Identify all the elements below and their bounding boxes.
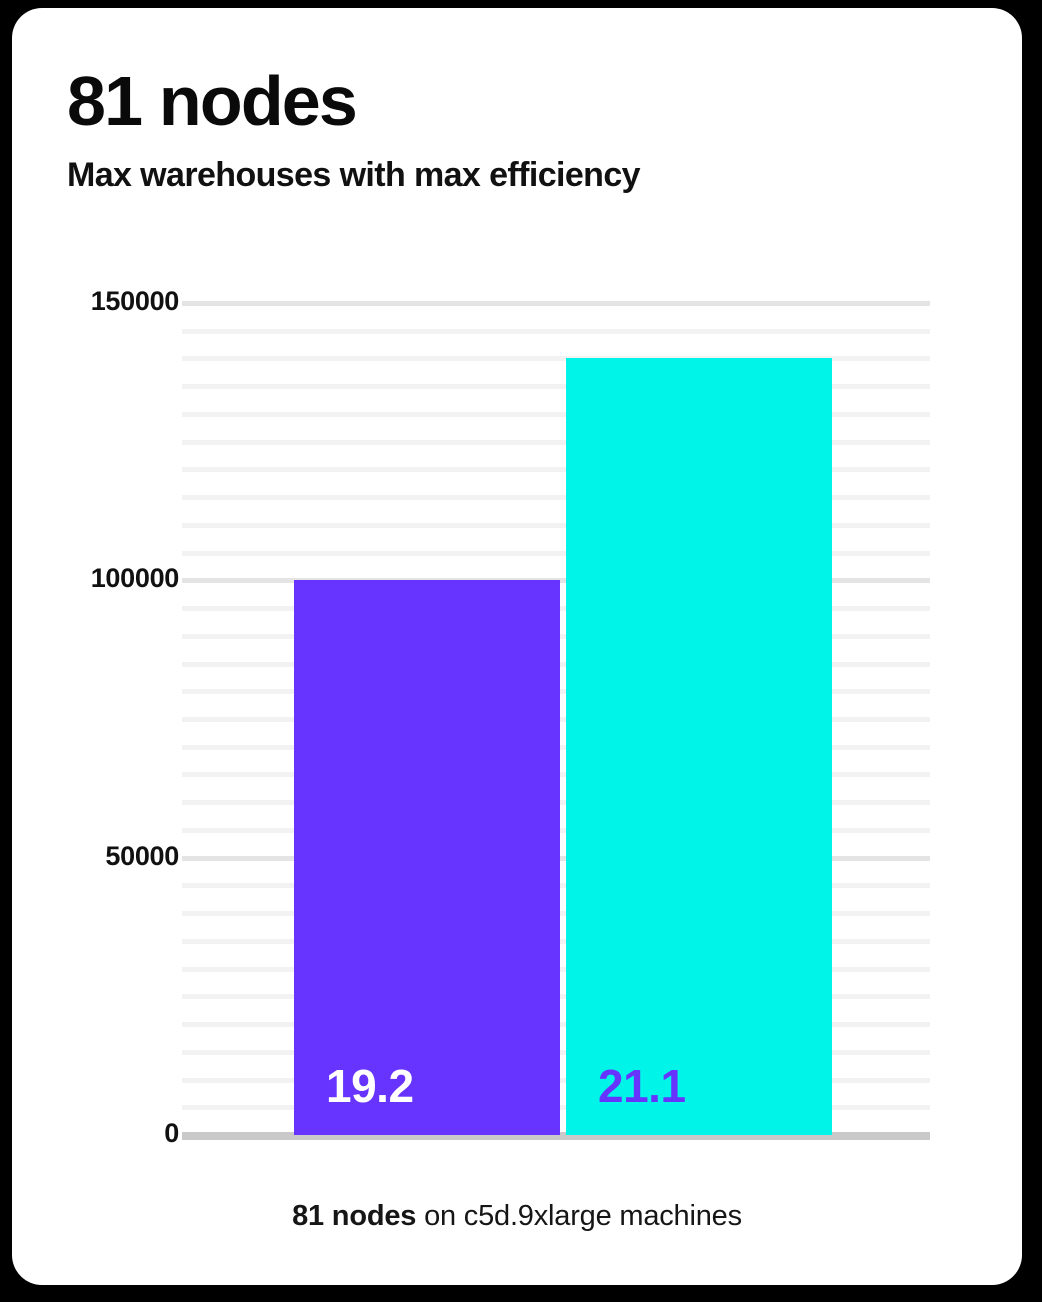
chart-card: 81 nodes Max warehouses with max efficie… <box>12 8 1022 1285</box>
caption-bold-text: 81 nodes <box>292 1200 417 1232</box>
gridline <box>182 439 930 445</box>
bar-chart-plot: 0 50000 100000 150000 19.2 21.1 <box>12 8 1022 1285</box>
gridline <box>182 356 930 362</box>
page-title: 81 nodes <box>67 62 358 140</box>
gridline <box>182 384 930 390</box>
gridline <box>182 550 930 556</box>
bar-value-label-2: 21.1 <box>598 1060 686 1112</box>
gridline <box>182 301 930 306</box>
gridline <box>182 467 930 473</box>
y-axis-tick-100000: 100000 <box>90 563 180 594</box>
gridline <box>182 522 930 528</box>
bar-series-2: 21.1 <box>566 358 832 1135</box>
gridline <box>182 495 930 501</box>
y-axis-tick-0: 0 <box>164 1118 179 1148</box>
gridline <box>182 411 930 417</box>
chart-header: 81 nodes Max warehouses with max efficie… <box>67 66 967 192</box>
caption-rest-text: on c5d.9xlarge machines <box>416 1200 742 1232</box>
x-axis-baseline <box>182 1132 930 1140</box>
y-axis-tick-50000: 50000 <box>105 840 179 871</box>
bar-series-1: 19.2 <box>294 580 560 1135</box>
gridline <box>182 328 930 334</box>
bar-value-label-1: 19.2 <box>326 1060 414 1112</box>
chart-subtitle: Max warehouses with max efficiency <box>67 156 641 194</box>
y-axis-tick-150000: 150000 <box>90 286 180 316</box>
chart-caption: 81 nodes on c5d.9xlarge machines <box>12 1200 1022 1233</box>
